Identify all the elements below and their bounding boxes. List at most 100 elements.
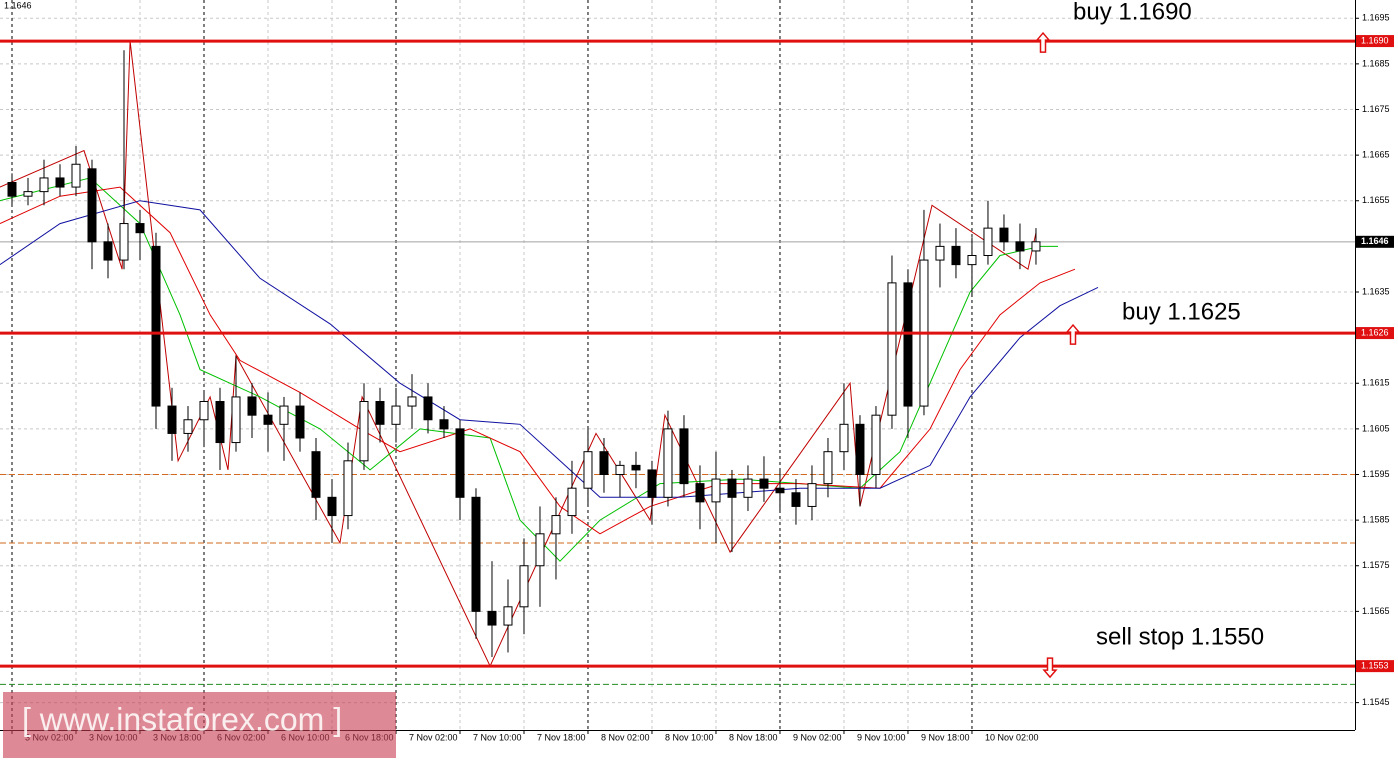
candle-body [7,182,17,197]
candle-body [807,483,817,507]
x-tick-label: 8 Nov 10:00 [665,732,714,742]
y-tick-label: 1.1665 [1362,150,1390,160]
plot [0,41,1099,668]
candle-body [183,419,193,434]
candle-body [727,478,737,498]
candle-body [215,401,225,444]
candle-body [487,610,497,626]
price-marker-box [1356,660,1394,673]
y-tick-label: 1.1545 [1362,697,1390,707]
candle-body [87,168,97,243]
candle-body [759,478,769,489]
candle-body [711,478,721,503]
x-tick-label: 9 Nov 10:00 [857,732,906,742]
symbol-price: 1.1646 [4,0,32,10]
current-price-label: 1.1646 [1361,236,1389,246]
candle-body [663,428,673,498]
candle-body [439,419,449,430]
candle-body [119,223,129,261]
candle-body [455,428,465,498]
candle-body [311,451,321,498]
grid [0,0,1355,730]
level-arrow [1035,31,1051,53]
candle-body [951,245,961,266]
candle-body [103,241,113,261]
candle-body [231,396,241,444]
y-tick-label: 1.1635 [1362,286,1390,296]
candle-body [823,451,833,485]
y-tick-label: 1.1585 [1362,515,1390,525]
overlay-line [0,200,1099,498]
x-tick-label: 7 Nov 18:00 [537,732,586,742]
candle-body [519,565,529,608]
candle-body [871,414,881,475]
y-tick-label: 1.1685 [1362,58,1390,68]
x-tick-label: 7 Nov 10:00 [473,732,522,742]
candle-body [167,405,177,434]
candle-body [1015,241,1025,252]
candle-body [599,451,609,475]
price-marker-box [1356,35,1394,48]
x-tick-label: 8 Nov 18:00 [729,732,778,742]
candle-body [247,396,257,416]
candle-body [407,396,417,407]
level-note: buy 1.1690 [1073,0,1192,25]
candle-body [359,401,369,462]
overlay-line [0,41,1037,668]
price-marker-box [1356,327,1394,340]
y-tick-label: 1.1605 [1362,423,1390,433]
level-note: sell stop 1.1550 [1096,623,1264,650]
candle-body [647,469,657,498]
x-tick-label: 10 Nov 02:00 [985,732,1039,742]
candle-body [199,401,209,421]
candle-body [567,487,577,517]
candle-body [23,191,33,197]
x-tick-label: 8 Nov 02:00 [601,732,650,742]
candle-body [391,405,401,425]
current-price-box [1356,235,1394,248]
y-tick-label: 1.1575 [1362,560,1390,570]
candle-body [375,401,385,425]
x-tick-label: 9 Nov 02:00 [793,732,842,742]
candle-body [471,496,481,612]
candle-body [855,423,865,475]
level-note: buy 1.1625 [1122,298,1241,325]
candle-body [583,451,593,489]
y-tick-label: 1.1615 [1362,378,1390,388]
candle-body [743,478,753,498]
candle-body [535,533,545,567]
candle-body [71,163,81,188]
price-marker-label: 1.1626 [1361,327,1389,337]
level-arrow [1042,657,1058,679]
candle-body [983,227,993,256]
candle-body [55,177,65,188]
candle-body [295,405,305,439]
candle-body [999,227,1009,243]
candle-body [615,464,625,475]
y-tick-label: 1.1675 [1362,104,1390,114]
candle-body [631,464,641,471]
candle-body [887,282,897,416]
candle-body [935,245,945,261]
candle-body [263,414,273,425]
candle-body [775,487,785,494]
overlay-line [0,186,1076,535]
candle-body [279,405,289,425]
candle-body [1031,241,1041,252]
candle-body [839,423,849,453]
candle-body [551,515,561,535]
y-tick-label: 1.1595 [1362,469,1390,479]
candle-body [343,460,353,517]
y-tick-label: 1.1695 [1362,13,1390,23]
y-tick-label: 1.1565 [1362,606,1390,616]
candle-body [151,245,161,407]
x-tick-label: 7 Nov 02:00 [409,732,458,742]
price-marker-label: 1.1690 [1361,35,1389,45]
y-tick-label: 1.1655 [1362,195,1390,205]
candle-body [39,177,49,193]
candle-body [135,223,145,234]
candle-body [679,428,689,485]
